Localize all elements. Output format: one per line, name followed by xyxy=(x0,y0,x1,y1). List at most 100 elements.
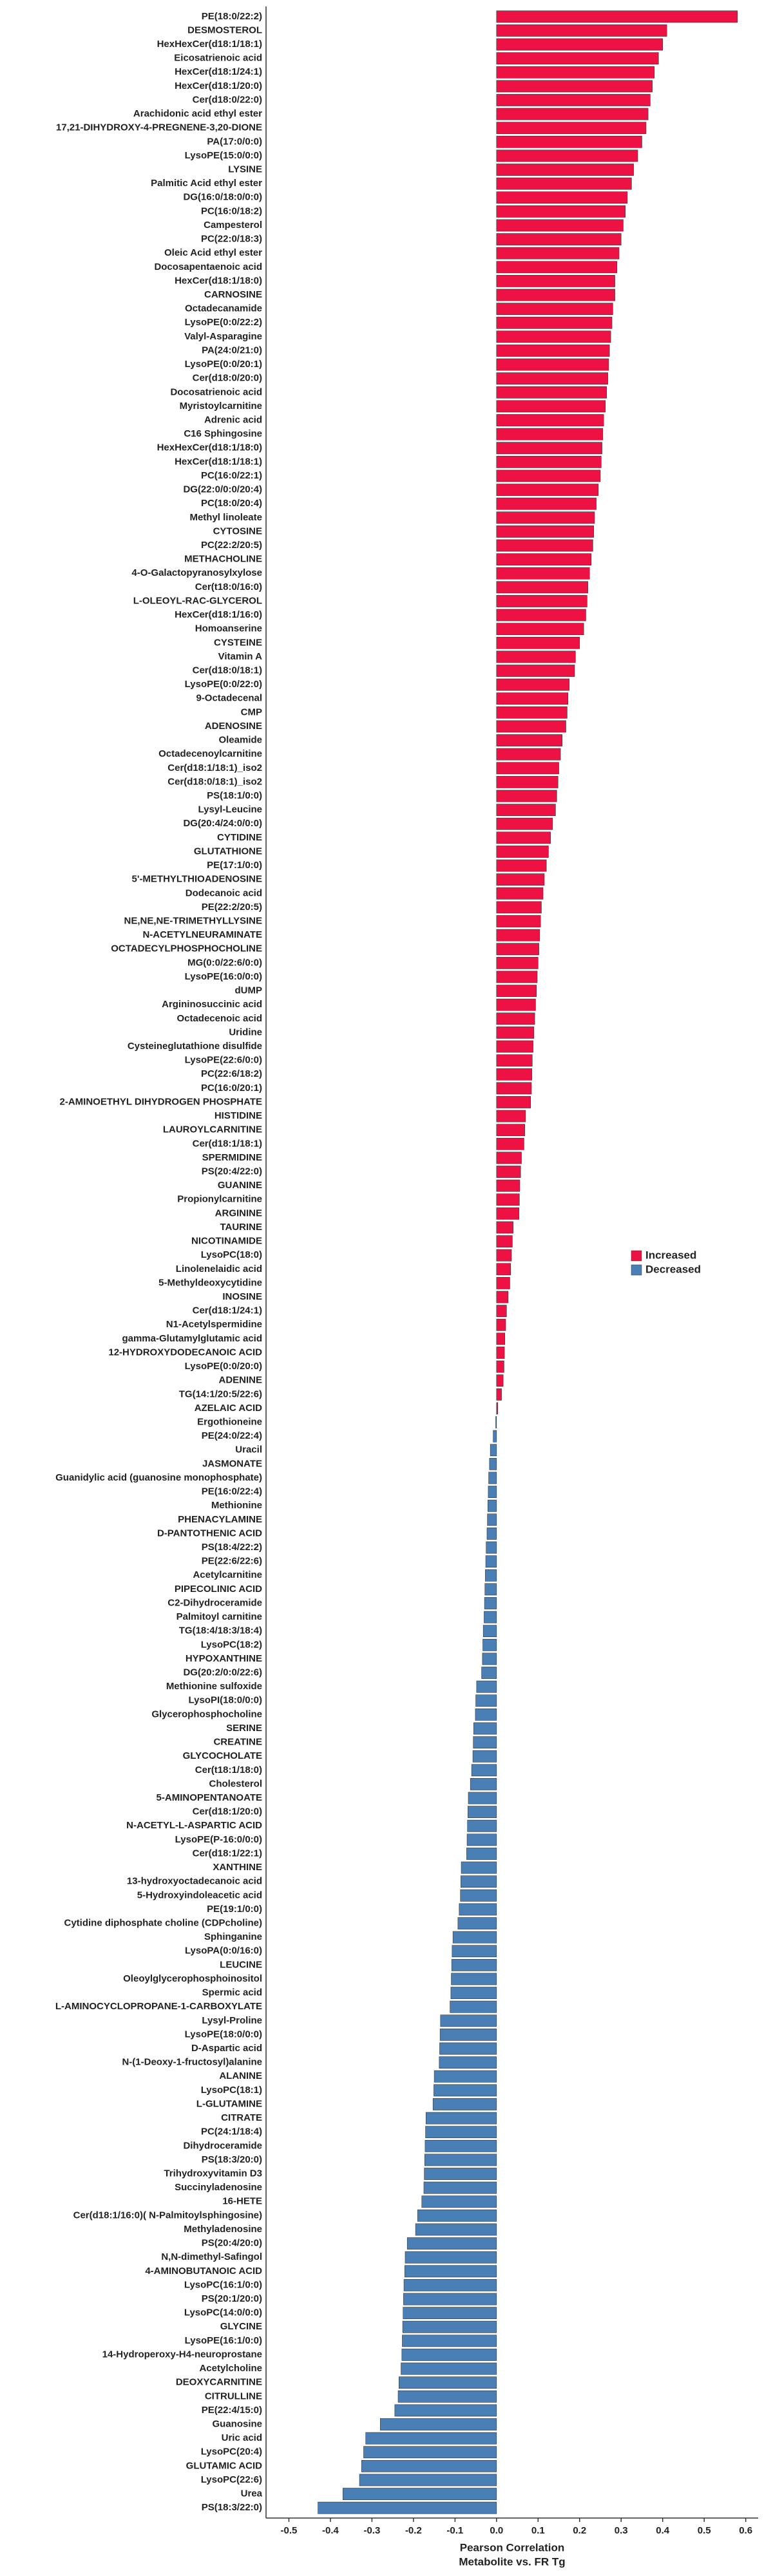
bar xyxy=(496,247,620,260)
bar xyxy=(496,692,569,705)
bar xyxy=(496,1124,525,1137)
bar xyxy=(496,414,604,426)
legend-swatch xyxy=(631,1264,642,1276)
bar xyxy=(472,1750,497,1763)
legend-swatch xyxy=(631,1250,642,1262)
y-tick-label: Octadecenoic acid xyxy=(177,1013,262,1024)
y-tick-label: LysoPE(0:0/20:0) xyxy=(185,1361,262,1372)
bar xyxy=(496,1151,522,1164)
bar xyxy=(425,2112,497,2125)
bar xyxy=(496,1263,511,1276)
y-tick-label: Glycerophosphocholine xyxy=(151,1709,262,1719)
bar xyxy=(405,2265,497,2278)
y-tick-label: 5-Hydroxyindoleacetic acid xyxy=(137,1889,262,1900)
y-tick-label: Trihydroxyvitamin D3 xyxy=(164,2168,262,2179)
legend-label: Increased xyxy=(645,1249,696,1261)
y-tick-label: LysoPC(18:2) xyxy=(201,1639,262,1650)
bar xyxy=(421,2195,497,2208)
y-tick-label: Arachidonic acid ethyl ester xyxy=(133,108,262,119)
bar xyxy=(496,442,602,455)
bar xyxy=(496,1110,526,1122)
bar xyxy=(496,1360,504,1373)
bar xyxy=(496,289,615,301)
y-tick-label: 9-Octadecenal xyxy=(196,693,262,704)
bar xyxy=(496,316,613,329)
y-tick-label: D-Aspartic acid xyxy=(191,2043,262,2054)
bar xyxy=(363,2446,497,2459)
y-tick-label: gamma-Glutamylglutamic acid xyxy=(122,1333,262,1344)
bar xyxy=(365,2432,497,2445)
bar xyxy=(496,859,547,872)
y-tick-label: Oleic Acid ethyl ester xyxy=(164,247,262,258)
y-tick-label: Uric acid xyxy=(222,2432,262,2443)
y-tick-label: CARNOSINE xyxy=(204,289,262,300)
bar xyxy=(496,776,558,788)
bar xyxy=(496,52,659,65)
y-tick-label: CITRULLINE xyxy=(205,2391,262,2401)
bar xyxy=(496,1027,535,1039)
bar xyxy=(451,1973,497,1985)
x-tick-label: -0.2 xyxy=(405,2525,422,2536)
y-tick-label: LysoPE(P-16:0/0:0) xyxy=(175,1834,262,1845)
bar xyxy=(496,636,580,649)
y-tick-label: Methionine sulfoxide xyxy=(166,1681,262,1692)
y-tick-label: PC(22:6/18:2) xyxy=(201,1068,262,1079)
y-tick-label: Cer(d18:0/20:0) xyxy=(193,373,262,384)
bar xyxy=(481,1667,497,1679)
bar xyxy=(496,1054,533,1067)
bar xyxy=(496,511,595,524)
y-tick-label: TG(18:4/18:3/18:4) xyxy=(179,1625,262,1636)
y-tick-label: PA(17:0/0:0) xyxy=(207,136,262,147)
bar xyxy=(425,2139,497,2152)
bar xyxy=(487,1499,497,1512)
y-tick-label: PS(20:4/20:0) xyxy=(202,2238,262,2249)
bar xyxy=(466,1833,497,1846)
y-tick-label: C2-Dihydroceramide xyxy=(167,1597,262,1608)
bar xyxy=(496,164,634,176)
y-tick-label: PIPECOLINIC ACID xyxy=(175,1584,262,1595)
bar xyxy=(496,1388,502,1401)
y-tick-label: 14-Hydroperoxy-H4-neuroprostane xyxy=(102,2349,262,2360)
y-tick-label: dUMP xyxy=(235,985,263,996)
y-tick-label: PS(18:1/0:0) xyxy=(207,790,262,801)
bar xyxy=(496,330,611,343)
bar xyxy=(450,2000,497,2013)
bar xyxy=(496,887,544,900)
y-tick-label: GLUTATHIONE xyxy=(194,846,262,857)
bar xyxy=(473,1722,497,1735)
bar xyxy=(342,2488,497,2500)
bar xyxy=(496,66,655,79)
y-tick-label: Cer(d18:1/24:1) xyxy=(193,1305,262,1316)
bar xyxy=(484,1583,497,1596)
bar xyxy=(496,1347,505,1359)
bar xyxy=(496,956,539,969)
bar xyxy=(496,971,538,983)
bar xyxy=(461,1875,497,1888)
y-tick-label: Cer(d18:1/22:1) xyxy=(193,1848,262,1859)
bar xyxy=(466,1848,497,1860)
bar xyxy=(439,2056,497,2069)
y-tick-label: SERINE xyxy=(226,1723,262,1734)
bar xyxy=(450,1987,497,1999)
bar xyxy=(496,595,587,607)
y-tick-label: 4-O-Galactopyranosylxylose xyxy=(131,567,262,578)
x-tick-label: 0.4 xyxy=(656,2525,670,2536)
bar xyxy=(439,2042,497,2055)
bar xyxy=(423,2181,497,2194)
y-tick-label: JASMONATE xyxy=(202,1458,262,1469)
bar xyxy=(487,1513,497,1526)
y-tick-label: Cysteineglutathione disulfide xyxy=(128,1041,262,1052)
y-tick-label: Oleoylglycerophosphoinositol xyxy=(123,1973,262,1984)
y-tick-label: Palmitoyl carnitine xyxy=(177,1611,262,1622)
y-tick-label: Propionylcarnitine xyxy=(177,1194,262,1205)
y-tick-label: LysoPE(16:0/0:0) xyxy=(185,971,262,982)
y-tick-label: PS(20:4/22:0) xyxy=(202,1166,262,1177)
bar xyxy=(496,804,556,817)
bar xyxy=(496,1179,520,1192)
y-tick-label: OCTADECYLPHOSPHOCHOLINE xyxy=(111,943,262,954)
y-tick-label: Docosatrienoic acid xyxy=(170,386,262,397)
bar xyxy=(496,1193,520,1206)
y-tick-label: L-OLEOYL-RAC-GLYCEROL xyxy=(133,595,262,606)
bar xyxy=(496,345,610,357)
x-tick-label: 0.5 xyxy=(698,2525,711,2536)
